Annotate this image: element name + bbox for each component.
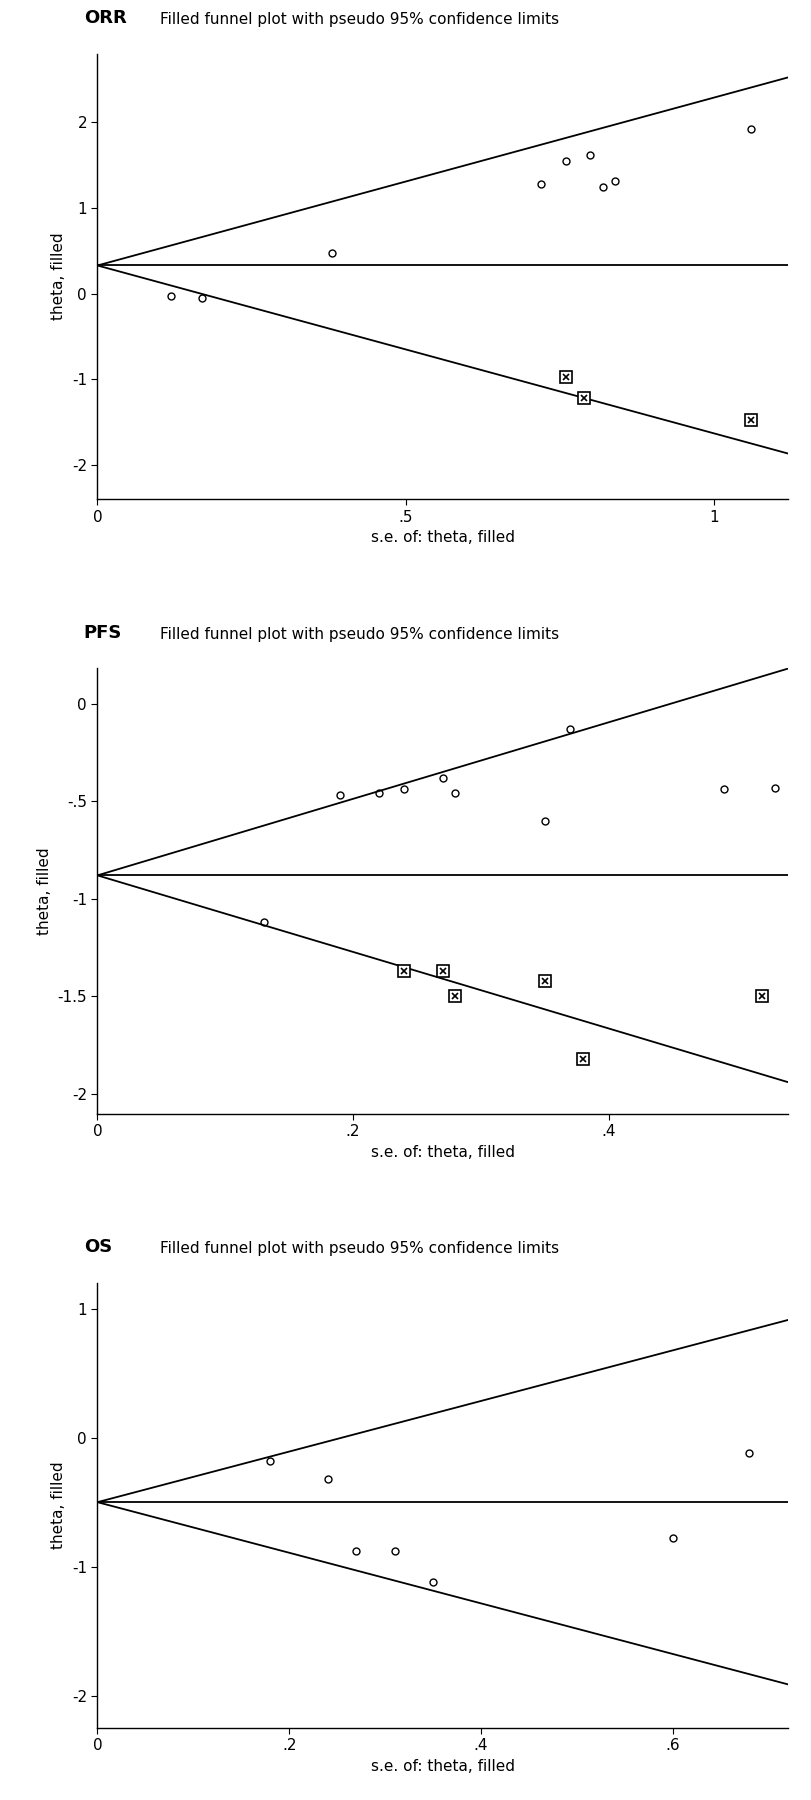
X-axis label: s.e. of: theta, filled: s.e. of: theta, filled: [370, 1759, 514, 1775]
Y-axis label: theta, filled: theta, filled: [51, 232, 67, 320]
X-axis label: s.e. of: theta, filled: s.e. of: theta, filled: [370, 1145, 514, 1159]
Y-axis label: theta, filled: theta, filled: [36, 848, 52, 934]
Text: PFS: PFS: [84, 623, 122, 641]
Text: ORR: ORR: [84, 9, 127, 27]
Text: OS: OS: [84, 1238, 112, 1256]
Text: Filled funnel plot with pseudo 95% confidence limits: Filled funnel plot with pseudo 95% confi…: [160, 13, 558, 27]
Text: Filled funnel plot with pseudo 95% confidence limits: Filled funnel plot with pseudo 95% confi…: [160, 626, 558, 641]
Y-axis label: theta, filled: theta, filled: [51, 1462, 67, 1550]
X-axis label: s.e. of: theta, filled: s.e. of: theta, filled: [370, 531, 514, 545]
Text: Filled funnel plot with pseudo 95% confidence limits: Filled funnel plot with pseudo 95% confi…: [160, 1240, 558, 1256]
